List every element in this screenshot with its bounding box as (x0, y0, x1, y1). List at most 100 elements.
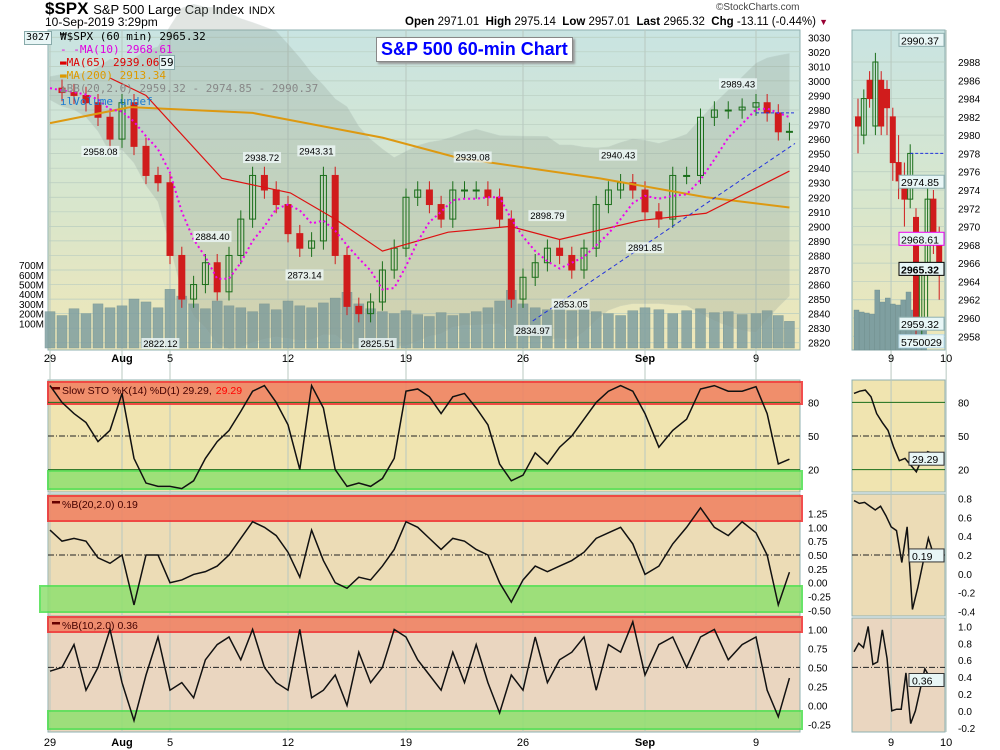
legend-ma65: ▬MA(65) 2939.0659 (60, 55, 175, 70)
ma65-line (109, 77, 790, 252)
legend-volume: ılVolume undef (60, 95, 153, 108)
down-arrow-icon: ▼ (819, 17, 829, 27)
volume-bar (282, 300, 294, 349)
quote-bar: Open 2971.01 High 2975.14 Low 2957.01 La… (405, 16, 828, 29)
volume-bar (104, 307, 116, 349)
zoom-indicator-y-tick-label: 1.0 (958, 622, 972, 633)
price-tag: 5750029 (901, 337, 942, 349)
volume-bar (639, 307, 651, 349)
candle-body (531, 262, 539, 278)
volume-tick-label: 400M (19, 290, 44, 301)
y-tick-label: 2870 (808, 266, 831, 277)
price-annotation: 2943.31 (299, 146, 333, 157)
x-tick-label: 29 (44, 353, 56, 365)
x-tick-label: 9 (753, 737, 759, 749)
indicator-tag: 0.19 (912, 551, 933, 563)
indicator-label-text: Slow STO %K(14) %D(1) 29.29, (62, 385, 212, 397)
indicator-label: %B(10,2.0) 0.36 (62, 620, 138, 632)
zoom-candle-body (860, 98, 867, 136)
ma10-line (49, 87, 790, 291)
zoom-volume-bar (853, 309, 860, 351)
indicator-label-text: %B(20,2.0) 0.19 (62, 499, 138, 511)
annotation-bg (141, 338, 180, 349)
chg-value: -13.11 (-0.44%) (736, 16, 816, 28)
zoom-indicator-y-tick-label: -0.4 (958, 607, 976, 618)
zoom-indicator-y-tick-label: 0.6 (958, 513, 972, 524)
overbought-zone (47, 616, 803, 633)
candle-body (94, 102, 102, 118)
indicator-y-tick-label: 1.00 (808, 523, 828, 534)
x-tick-label: 19 (400, 353, 412, 365)
volume-bar (424, 316, 435, 349)
y-tick-label: 2970 (808, 121, 831, 132)
zoom-indicator-y-tick-label: 0.4 (958, 673, 972, 684)
candle-body (543, 247, 551, 264)
volume-bar (681, 310, 692, 349)
low-label: Low (562, 16, 586, 28)
low-value: 2957.01 (588, 16, 631, 28)
candle-body (284, 204, 292, 235)
indicator-y-tick-label: 20 (808, 466, 820, 477)
candle-body (724, 109, 732, 112)
candle-body (130, 102, 138, 147)
y-tick-label: 3020 (808, 48, 831, 59)
volume-bar (223, 305, 235, 349)
price-tag-box (898, 316, 945, 331)
candle-body (738, 106, 746, 111)
zoom-x-tick-label: 10 (940, 353, 952, 365)
candle-body (70, 92, 78, 96)
volume-tick-label: 500M (19, 281, 44, 292)
zoom-volume-bar (869, 313, 875, 351)
annotation-bg (513, 324, 552, 336)
indicator-y-tick-label: -0.25 (808, 593, 831, 604)
volume-bar (211, 300, 223, 349)
volume-bar (761, 310, 773, 349)
candle-body (296, 233, 304, 249)
zoom-y-tick-label: 2962 (958, 296, 981, 307)
candle-body (237, 218, 245, 256)
y-tick-label: 2860 (808, 281, 831, 292)
open-value: 2971.01 (437, 16, 480, 28)
volume-bar (247, 311, 258, 349)
symbol: $SPX (45, 0, 89, 18)
y-tick-label: 2940 (808, 164, 831, 175)
price-annotation: 2853.05 (553, 300, 587, 311)
zoom-y-tick-label: 2976 (958, 168, 981, 179)
chg-label: Chg (711, 16, 734, 28)
candle-body (331, 174, 339, 256)
candle-body (604, 189, 612, 206)
volume-bar (400, 310, 412, 349)
zoom-indicator-y-tick-label: 0.0 (958, 570, 972, 581)
zoom-y-tick-label: 2980 (958, 131, 981, 142)
high-label: High (485, 16, 512, 28)
price-annotation: 2834.97 (516, 326, 550, 337)
y-tick-label: 3010 (808, 62, 831, 73)
zoom-indicator-y-tick-label: 0.8 (958, 495, 972, 506)
zoom-indicator-y-tick-label: 80 (958, 398, 970, 409)
candle-body (154, 174, 162, 184)
candle-body (425, 189, 433, 206)
indicator-label-d: 29.29 (216, 385, 242, 397)
indicator-tag-box (908, 672, 945, 687)
price-tag: 2959.32 (901, 319, 939, 331)
annotation-bg (285, 269, 324, 281)
candle-body (201, 262, 209, 286)
y-tick-label: 2930 (808, 179, 831, 190)
volume-bar (259, 303, 270, 349)
volume-tick-label: 300M (19, 300, 44, 311)
annotation-bg (528, 210, 567, 222)
datetime: 10-Sep-2019 3:29pm (45, 15, 158, 29)
annotation-bg (453, 151, 492, 163)
indicator-y-tick-label: 0.75 (808, 537, 828, 548)
indicator-label-text: %B(10,2.0) 0.36 (62, 620, 138, 632)
y-tick-label: 2950 (808, 150, 831, 161)
price-tag: 2965.32 (901, 264, 939, 276)
candle-body (752, 102, 760, 108)
volume-bar (667, 313, 678, 349)
price-tag-box (898, 32, 945, 47)
zoom-x-tick-label: 10 (940, 737, 952, 749)
x-tick-label: 5 (167, 353, 173, 365)
indicator-line (49, 506, 791, 608)
zoom-y-tick-label: 2960 (958, 314, 981, 325)
